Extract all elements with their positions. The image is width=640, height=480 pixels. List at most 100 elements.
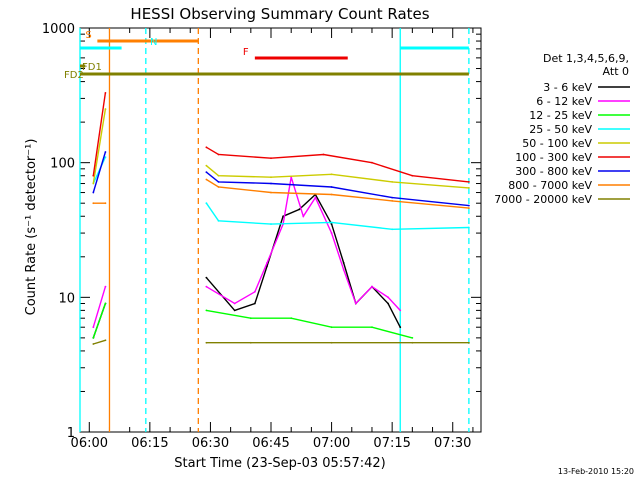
data-point: [391, 196, 394, 199]
data-point: [342, 262, 345, 264]
x-tick-label: 06:15: [131, 436, 168, 451]
legend-entry-label: 3 - 6 keV: [543, 81, 592, 94]
flag-bar-label: S: [85, 30, 91, 41]
data-point: [104, 285, 107, 288]
data-point: [205, 202, 208, 205]
data-point: [387, 296, 390, 299]
data-point: [298, 208, 301, 211]
series-line: [92, 151, 107, 193]
data-point: [217, 186, 220, 188]
data-point: [330, 223, 333, 225]
data-point: [270, 176, 272, 179]
data-point: [371, 161, 373, 164]
data-point: [330, 341, 333, 344]
series-line: [206, 178, 469, 209]
chart-title: HESSI Observing Summary Count Rates: [130, 5, 429, 23]
series-line: [206, 309, 413, 339]
x-tick-label: 06:30: [192, 436, 229, 451]
flag-bar-label: N: [150, 37, 157, 48]
data-point: [205, 309, 208, 312]
x-tick-label: 06:45: [252, 436, 289, 451]
data-point: [270, 191, 272, 194]
flag-bar-label: FD2: [64, 70, 84, 81]
data-point: [411, 174, 414, 177]
data-point: [411, 341, 414, 344]
data-point: [467, 186, 470, 189]
y-tick-label: 1: [67, 426, 75, 441]
data-point: [322, 153, 325, 156]
data-point: [104, 339, 107, 342]
data-point: [253, 302, 256, 305]
data-point: [233, 309, 236, 312]
data-point: [249, 317, 252, 320]
x-tick-label: 07:30: [434, 436, 471, 451]
data-point: [371, 326, 373, 329]
data-point: [399, 309, 402, 312]
data-point: [217, 153, 220, 156]
data-point: [270, 182, 272, 185]
data-point: [92, 202, 95, 205]
data-point: [391, 180, 394, 183]
legend-entry-label: 50 - 100 keV: [522, 137, 592, 150]
data-point: [205, 341, 208, 344]
data-point: [249, 341, 252, 344]
data-point: [217, 180, 220, 183]
data-point: [104, 91, 107, 94]
series-line: [92, 108, 107, 184]
y-axis-label: Count Rate (s⁻¹ detector⁻¹): [24, 139, 39, 316]
flag-bar-label: F: [243, 47, 249, 58]
data-point: [104, 156, 107, 158]
data-point: [217, 174, 220, 177]
legend-title-line-1: Det 1,3,4,5,6,9,: [543, 52, 629, 65]
legend-entry-label: 12 - 25 keV: [529, 109, 592, 122]
data-point: [371, 285, 373, 288]
data-point: [354, 302, 357, 305]
flag-bar-label: FD1: [82, 62, 102, 73]
plot-area: 1 10 100 1000 06:00 06:15 06:30 06:45 07:00 07:15…: [42, 22, 482, 451]
x-axis-label: Start Time (23-Sep-03 05:57:42): [174, 456, 385, 471]
series-line: [205, 171, 469, 207]
x-tick-label: 07:15: [373, 436, 410, 451]
data-point: [92, 343, 95, 345]
data-point: [399, 326, 402, 329]
data-point: [290, 317, 293, 320]
data-point: [205, 146, 208, 149]
data-point: [411, 336, 414, 339]
series-line: [205, 202, 469, 231]
data-point: [330, 326, 333, 329]
data-point: [205, 164, 208, 167]
y-tick-label: 10: [58, 291, 75, 306]
data-point: [266, 262, 268, 264]
data-point: [387, 302, 390, 305]
x-tick-label: 07:00: [313, 436, 350, 451]
data-point: [253, 290, 256, 293]
data-point: [104, 202, 107, 205]
data-point: [330, 193, 333, 196]
legend-entry-label: 800 - 7000 keV: [508, 179, 592, 192]
legend-entry-label: 7000 - 20000 keV: [494, 193, 592, 206]
data-point: [205, 178, 208, 181]
series-line: [92, 303, 107, 339]
data-point: [391, 200, 394, 202]
data-point: [391, 228, 394, 231]
legend-title-line-2: Att 0: [603, 65, 629, 78]
data-point: [330, 221, 333, 224]
data-point: [330, 173, 333, 176]
data-point: [314, 196, 317, 199]
series-line: [206, 176, 401, 311]
data-point: [467, 180, 470, 183]
data-point: [205, 171, 208, 174]
series-line: [93, 339, 106, 345]
data-point: [270, 223, 272, 225]
data-point: [104, 108, 107, 110]
series-line: [92, 92, 107, 176]
data-point: [92, 182, 95, 185]
data-point: [205, 285, 208, 288]
legend-entry-label: 100 - 300 keV: [515, 151, 592, 164]
data-point: [92, 336, 95, 339]
data-point: [217, 219, 220, 222]
data-point: [104, 151, 107, 153]
data-point: [92, 174, 95, 177]
legend-entry-label: 6 - 12 keV: [536, 95, 592, 108]
